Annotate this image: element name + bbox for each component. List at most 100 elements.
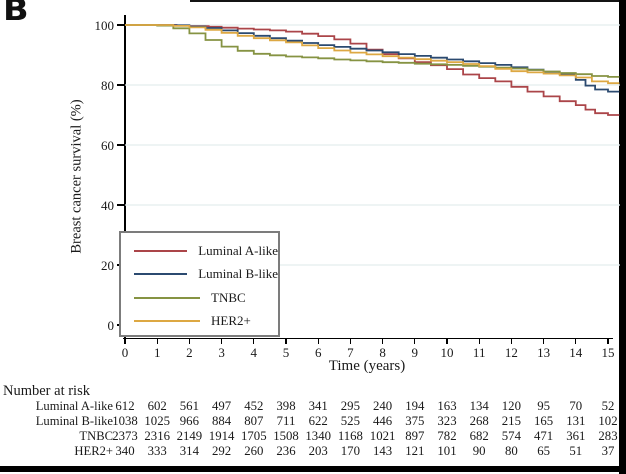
risk-value-luminal-a-like-y13: 95: [537, 399, 550, 413]
risk-value-luminal-b-like-y4: 807: [244, 414, 264, 428]
risk-value-luminal-b-like-y13: 165: [533, 414, 554, 428]
x-tick-label: 7: [347, 345, 354, 360]
risk-value-luminal-a-like-y14: 70: [569, 399, 583, 413]
y-tick-mark: [117, 84, 125, 86]
y-tick-label: 100: [94, 17, 115, 33]
risk-value-luminal-b-like-y5: 711: [276, 414, 296, 428]
risk-value-tnbc-y10: 782: [437, 429, 457, 443]
risk-value-her2--y3: 292: [211, 444, 232, 458]
risk-value-tnbc-y7: 1168: [337, 429, 363, 443]
risk-value-luminal-b-like-y15: 102: [598, 414, 618, 428]
risk-value-luminal-a-like-y4: 452: [244, 399, 264, 413]
risk-value-her2--y11: 90: [472, 444, 486, 458]
y-tick-mark: [117, 144, 125, 146]
risk-value-luminal-a-like-y10: 163: [437, 399, 457, 413]
plot-area: [125, 24, 620, 266]
risk-value-luminal-a-like-y6: 341: [308, 399, 328, 413]
y-tick-label: 40: [101, 197, 114, 213]
risk-value-tnbc-y5: 1508: [273, 429, 299, 443]
risk-value-luminal-b-like-y12: 215: [501, 414, 521, 428]
risk-value-luminal-b-like-y3: 884: [211, 414, 232, 428]
x-tick-mark: [607, 338, 609, 344]
x-tick-mark: [156, 338, 158, 344]
risk-value-tnbc-y1: 2316: [144, 429, 170, 443]
risk-value-her2--y1: 333: [147, 444, 167, 458]
risk-value-her2--y8: 143: [372, 444, 393, 458]
risk-value-luminal-a-like-y1: 602: [147, 399, 167, 413]
risk-value-her2--y15: 37: [601, 444, 615, 458]
y-tick-mark: [117, 204, 125, 206]
risk-value-luminal-b-like-y14: 131: [566, 414, 586, 428]
x-tick-mark: [478, 338, 480, 344]
x-axis-title: Time (years): [328, 358, 406, 374]
risk-value-luminal-b-like-y7: 525: [340, 414, 360, 428]
x-tick-mark: [285, 338, 287, 344]
risk-value-luminal-a-like-y5: 398: [276, 399, 296, 413]
x-tick-label: 10: [440, 345, 454, 360]
y-tick-label: 60: [101, 137, 114, 153]
x-tick-label: 2: [186, 345, 193, 360]
legend-line-luminal-b-like: [134, 273, 188, 276]
x-tick-label: 3: [218, 345, 225, 360]
legend-line-tnbc: [134, 296, 200, 299]
x-tick-label: 8: [379, 345, 386, 360]
y-tick-label: 0: [107, 317, 115, 333]
risk-value-luminal-a-like-y0: 612: [115, 399, 135, 413]
legend-item-luminal-b-like: Luminal B-like: [121, 263, 278, 287]
risk-value-luminal-b-like-y6: 622: [308, 414, 328, 428]
x-tick-label: 0: [121, 345, 129, 360]
x-tick-mark: [542, 338, 545, 344]
risk-value-tnbc-y12: 574: [501, 429, 521, 443]
risk-value-her2--y13: 65: [537, 444, 550, 458]
survival-curve-luminal-a-like: [125, 24, 620, 116]
legend-line-luminal-a-like: [134, 249, 188, 252]
x-tick-label: 5: [282, 345, 290, 360]
risk-value-her2--y4: 260: [244, 444, 264, 458]
risk-value-luminal-b-like-y0: 1038: [112, 414, 138, 428]
x-tick-label: 6: [314, 345, 322, 360]
x-tick-mark: [510, 338, 513, 344]
risk-row-label: HER2+: [74, 444, 113, 458]
figure-border-right: [619, 0, 626, 474]
risk-value-tnbc-y8: 1021: [369, 429, 396, 443]
risk-value-her2--y10: 101: [437, 444, 457, 458]
x-tick-mark: [253, 338, 255, 344]
risk-value-her2--y7: 170: [340, 444, 360, 458]
risk-value-luminal-b-like-y2: 966: [179, 414, 199, 428]
x-tick-label: 15: [601, 345, 615, 360]
risk-table-title: Number at risk: [3, 383, 90, 399]
risk-value-luminal-b-like-y8: 446: [372, 414, 393, 428]
legend-line-her2: [134, 320, 200, 323]
risk-value-luminal-a-like-y8: 240: [372, 399, 393, 413]
risk-value-tnbc-y6: 1340: [305, 429, 331, 443]
risk-value-tnbc-y14: 361: [566, 429, 586, 443]
x-tick-label: 14: [569, 345, 583, 360]
legend-label: Luminal A-like: [198, 242, 278, 258]
risk-value-her2--y12: 80: [504, 444, 518, 458]
risk-value-luminal-b-like-y1: 1025: [144, 414, 170, 428]
legend-label: TNBC: [211, 289, 246, 305]
x-tick-label: 12: [504, 345, 518, 360]
x-tick-label: 11: [472, 345, 486, 360]
x-tick-mark: [446, 338, 448, 344]
x-tick-mark: [188, 338, 191, 344]
figure-border-bottom: [0, 466, 626, 472]
risk-value-luminal-a-like-y7: 295: [340, 399, 360, 413]
risk-value-tnbc-y13: 471: [533, 429, 554, 443]
legend: Luminal A-like Luminal B-like TNBC HER2+: [119, 231, 280, 337]
x-tick-label: 4: [250, 345, 258, 360]
y-axis-line: [124, 15, 126, 338]
x-tick-mark: [381, 338, 384, 344]
risk-value-tnbc-y11: 682: [469, 429, 489, 443]
x-tick-label: 1: [153, 345, 161, 360]
y-tick-label: 20: [101, 257, 114, 273]
risk-value-her2--y9: 121: [405, 444, 425, 458]
x-tick-mark: [575, 338, 577, 344]
risk-value-her2--y6: 203: [308, 444, 328, 458]
survival-curve-tnbc: [125, 24, 620, 78]
risk-value-luminal-a-like-y3: 497: [211, 399, 232, 413]
x-tick-label: 13: [537, 345, 551, 360]
risk-value-tnbc-y0: 2373: [112, 429, 138, 443]
legend-label: HER2+: [211, 313, 251, 329]
